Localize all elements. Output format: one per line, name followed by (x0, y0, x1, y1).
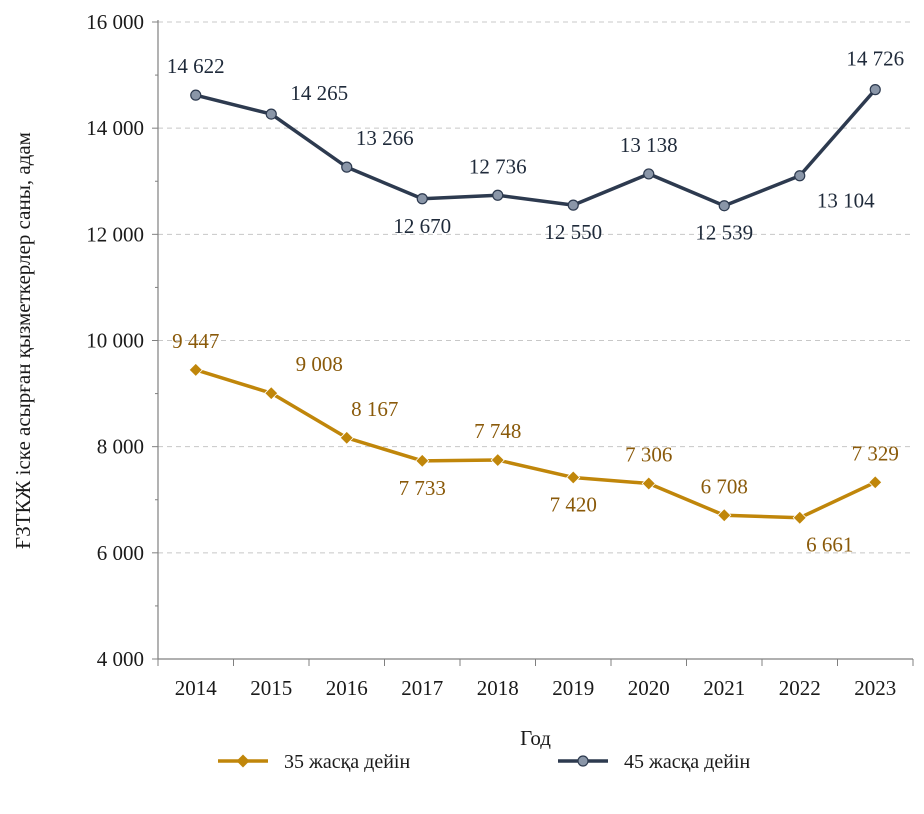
data-label: 7 306 (625, 443, 672, 467)
x-axis-title: Год (520, 726, 551, 750)
data-label: 12 670 (393, 214, 451, 238)
series-1 (188, 362, 883, 525)
data-label: 9 008 (296, 352, 343, 376)
data-label: 7 329 (852, 441, 899, 465)
data-point-marker (566, 470, 581, 485)
data-label: 7 748 (474, 419, 521, 443)
data-label: 13 138 (620, 133, 678, 157)
y-tick-label: 16 000 (86, 10, 144, 34)
data-label: 13 104 (817, 189, 875, 213)
x-tick-label: 2015 (250, 676, 292, 700)
series-2 (190, 84, 881, 212)
y-tick-label: 4 000 (97, 647, 144, 671)
x-tick-label: 2014 (175, 676, 218, 700)
y-tick-label: 6 000 (97, 541, 144, 565)
x-tick-label: 2016 (326, 676, 368, 700)
y-tick-label: 12 000 (86, 222, 144, 246)
x-tick-label: 2020 (628, 676, 670, 700)
data-point-marker (869, 84, 881, 96)
data-label: 7 733 (399, 476, 446, 500)
data-label: 14 726 (846, 47, 904, 71)
series-line (194, 87, 877, 208)
data-point-marker (718, 200, 730, 212)
y-tick-label: 8 000 (97, 435, 144, 459)
legend-label: 45 жасқа дейін (624, 751, 750, 773)
data-point-marker (190, 89, 202, 101)
data-labels: 9 447 9 008 8 167 7 733 7 748 7 420 7 306 6 708… (167, 47, 904, 557)
data-point-marker (792, 510, 807, 525)
axes: 4 000 6 000 8 000 10 000 12 000 14 000 16 000 2… (86, 10, 914, 700)
data-point-marker (265, 108, 277, 120)
data-point-marker (717, 508, 732, 523)
y-axis-title: ҒЗТКЖ іске асырған қызметкерлер саны, ад… (11, 132, 35, 549)
data-label: 12 550 (544, 220, 602, 244)
y-tick-label: 10 000 (86, 329, 144, 353)
data-point-marker (188, 362, 203, 377)
data-label: 14 622 (167, 54, 225, 78)
legend-item: 35 жасқа дейін (218, 751, 410, 773)
x-tick-label: 2017 (401, 676, 443, 700)
legend-item: 45 жасқа дейін (558, 751, 750, 773)
x-tick-label: 2019 (552, 676, 594, 700)
x-tick-label: 2022 (779, 676, 821, 700)
data-point-marker (868, 475, 883, 490)
series-line (194, 368, 877, 520)
data-label: 7 420 (550, 492, 597, 516)
data-point-marker (415, 453, 430, 468)
y-tick-label: 14 000 (86, 116, 144, 140)
x-tick-label: 2018 (477, 676, 519, 700)
legend-swatch-marker (577, 755, 589, 767)
data-point-marker (643, 168, 655, 180)
data-point-marker (341, 161, 353, 173)
data-label: 14 265 (290, 81, 348, 105)
gridlines (158, 21, 913, 554)
legend-label: 35 жасқа дейін (284, 751, 410, 773)
data-point-marker (264, 386, 279, 401)
x-tick-label: 2021 (703, 676, 745, 700)
legend-swatch-marker (236, 754, 250, 768)
data-label: 6 661 (806, 533, 853, 557)
data-point-marker (794, 170, 806, 182)
data-point-marker (567, 199, 579, 211)
x-tick-label: 2023 (854, 676, 896, 700)
data-point-marker (641, 476, 656, 491)
data-label: 9 447 (172, 329, 219, 353)
data-point-marker (492, 189, 504, 201)
legend: 35 жасқа дейін 45 жасқа дейін (218, 751, 750, 773)
data-label: 12 736 (469, 154, 527, 178)
data-label: 13 266 (356, 126, 414, 150)
data-label: 12 539 (695, 221, 753, 245)
series-group (188, 84, 883, 525)
data-point-marker (490, 452, 505, 468)
data-point-marker (416, 193, 428, 205)
data-point-marker (339, 430, 354, 445)
data-label: 6 708 (701, 474, 748, 498)
data-label: 8 167 (351, 397, 398, 421)
